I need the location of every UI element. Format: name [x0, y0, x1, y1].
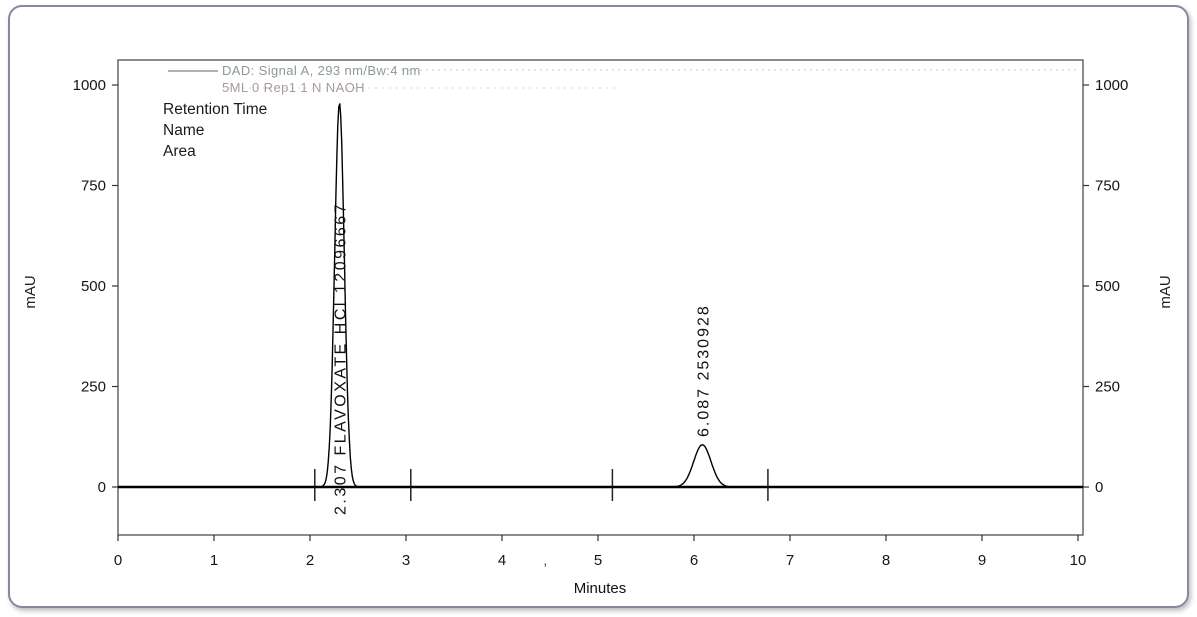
annotation-name: Name [163, 122, 205, 139]
x-tick-label: 5 [594, 552, 602, 569]
annotation-block: Retention Time Name Area [163, 99, 267, 162]
stray-scan-mark: , [543, 553, 547, 568]
annotation-area: Area [163, 143, 196, 160]
y-tick-label-left: 250 [81, 379, 106, 396]
annotation-retention-time: Retention Time [163, 101, 268, 118]
x-axis-label: Minutes [573, 580, 627, 597]
x-tick-label: 7 [786, 552, 794, 569]
y-tick-label-right: 250 [1095, 379, 1120, 396]
y-tick-label-right: 750 [1095, 178, 1120, 195]
plot-frame [117, 59, 1084, 536]
y-tick-label-right: 0 [1095, 479, 1103, 496]
y-tick-label-left: 0 [98, 479, 106, 496]
x-tick-label: 2 [306, 552, 314, 569]
x-tick-label: 6 [690, 552, 698, 569]
y-tick-label-left: 750 [81, 178, 106, 195]
x-tick-label: 4 [498, 552, 506, 569]
legend: DAD: Signal A, 293 nm/Bw:4 nm 5ML 0 Rep1… [222, 62, 421, 96]
legend-signal-label: DAD: Signal A, 293 nm/Bw:4 nm [222, 63, 421, 78]
y-tick-label-right: 1000 [1095, 77, 1128, 94]
y-tick-label-left: 500 [81, 278, 106, 295]
x-tick-label: 9 [978, 552, 986, 569]
legend-sample-label: 5ML 0 Rep1 1 N NAOH [222, 80, 365, 95]
peak-label: 2.307 FLAVOXATE HCl 12096667 [333, 202, 350, 515]
y-tick-label-left: 1000 [73, 77, 106, 94]
x-tick-label: 3 [402, 552, 410, 569]
peak-label: 6.087 2530928 [695, 304, 712, 437]
x-tick-label: 10 [1070, 552, 1087, 569]
x-tick-label: 0 [114, 552, 122, 569]
x-tick-label: 1 [210, 552, 218, 569]
y-axis-label-left: mAU [22, 275, 39, 309]
signal-trace [118, 103, 1078, 488]
y-axis-label-right: mAU [1157, 275, 1174, 309]
x-tick-label: 8 [882, 552, 890, 569]
y-tick-label-right: 500 [1095, 278, 1120, 295]
